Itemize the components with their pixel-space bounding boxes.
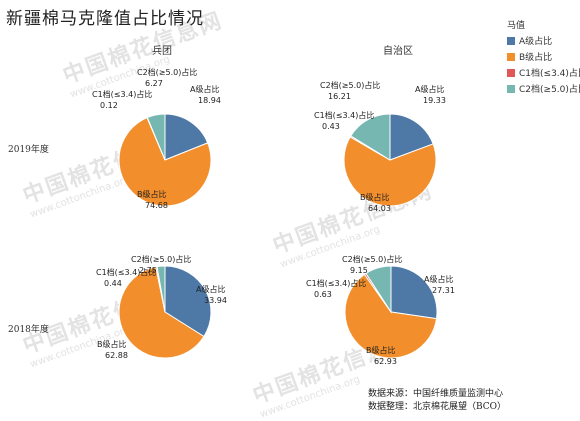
source-line-2: 数据整理：北京棉花展望（BCO） [368,402,507,412]
slice-value-b: 74.68 [145,201,168,210]
row-label-2018: 2018年度 [8,325,49,335]
pie-slice-a [389,113,434,161]
legend-swatch-a [507,36,515,45]
slice-value-a: 19.33 [423,96,446,105]
column-header-bingtuan: 兵团 [152,46,172,57]
pie-slice-b [344,273,438,359]
slice-value-c1: 0.43 [322,122,340,131]
slice-label-a: A级占比 [196,284,225,294]
slice-label-b: B级占比 [366,345,396,355]
legend-label-c2: C2档(≥5.0)占比 [519,85,580,95]
slice-label-c2: C2档(≥5.0)占比 [320,80,380,90]
legend: 马值 A级占比 B级占比 C1档(≤3.4)占比 C2档(≥5.0)占比 [507,18,580,98]
slice-label-c2: C2档(≥5.0)占比 [131,254,191,264]
legend-swatch-b [507,52,515,61]
slice-value-b: 62.88 [105,351,128,360]
slice-value-c2: 16.21 [328,92,351,101]
chart-title: 新疆棉马克隆值占比情况 [6,9,204,29]
slice-value-a: 18.94 [198,96,221,105]
legend-swatch-c1 [507,68,515,77]
slice-label-c1: C1档(≤3.4)占比 [306,278,366,288]
slice-value-c1: 0.12 [100,101,118,110]
slice-value-c2: 2.75 [139,266,157,275]
legend-item-b: B级占比 [507,50,580,63]
row-label-2019: 2019年度 [8,145,49,155]
legend-label-b: B级占比 [519,53,553,63]
slice-value-c1: 0.44 [104,279,122,288]
legend-label-a: A级占比 [519,37,553,47]
slice-label-b: B级占比 [97,339,127,349]
pie-slice-b [343,136,437,207]
pie-slice-c2 [350,113,391,161]
slice-label-b: B级占比 [360,192,390,202]
legend-swatch-c2 [507,84,515,93]
slice-value-a: 27.31 [432,286,455,295]
pie-slice-a [390,265,438,320]
slice-label-a: A级占比 [415,84,444,94]
slice-value-c2: 6.27 [145,79,163,88]
pie-slice-b [118,117,212,207]
slice-label-a: A级占比 [190,84,219,94]
slice-label-c1: C1档(≤3.4)占比 [96,267,156,277]
pie-slice-c2 [146,113,166,161]
source-line-1: 数据来源：中国纤维质量监测中心 [368,389,504,399]
legend-label-c1: C1档(≤3.4)占比 [519,69,580,79]
pie-slice-a [164,113,209,161]
slice-value-a: 33.94 [204,296,227,305]
data-source-note: 数据来源：中国纤维质量监测中心 数据整理：北京棉花展望（BCO） [368,388,506,414]
slice-value-b: 64.03 [368,204,391,213]
slice-label-c2: C2档(≥5.0)占比 [137,67,197,77]
column-header-zizhiqu: 自治区 [383,46,413,57]
pie-slice-c2 [365,265,392,314]
slice-label-a: A级占比 [424,274,453,284]
legend-item-c1: C1档(≤3.4)占比 [507,66,580,79]
pie-slice-c2 [156,265,166,313]
slice-label-c1: C1档(≤3.4)占比 [92,89,152,99]
legend-title: 马值 [507,21,526,31]
slice-value-c1: 0.63 [314,290,332,299]
slice-label-b: B级占比 [137,189,167,199]
legend-item-a: A级占比 [507,34,580,47]
slice-label-c2: C2档(≥5.0)占比 [342,254,402,264]
pie-slice-b [118,266,205,359]
legend-item-c2: C2档(≥5.0)占比 [507,82,580,95]
slice-value-c2: 9.15 [350,266,368,275]
slice-label-c1: C1档(≤3.4)占比 [314,110,374,120]
slice-value-b: 62.93 [374,357,397,366]
